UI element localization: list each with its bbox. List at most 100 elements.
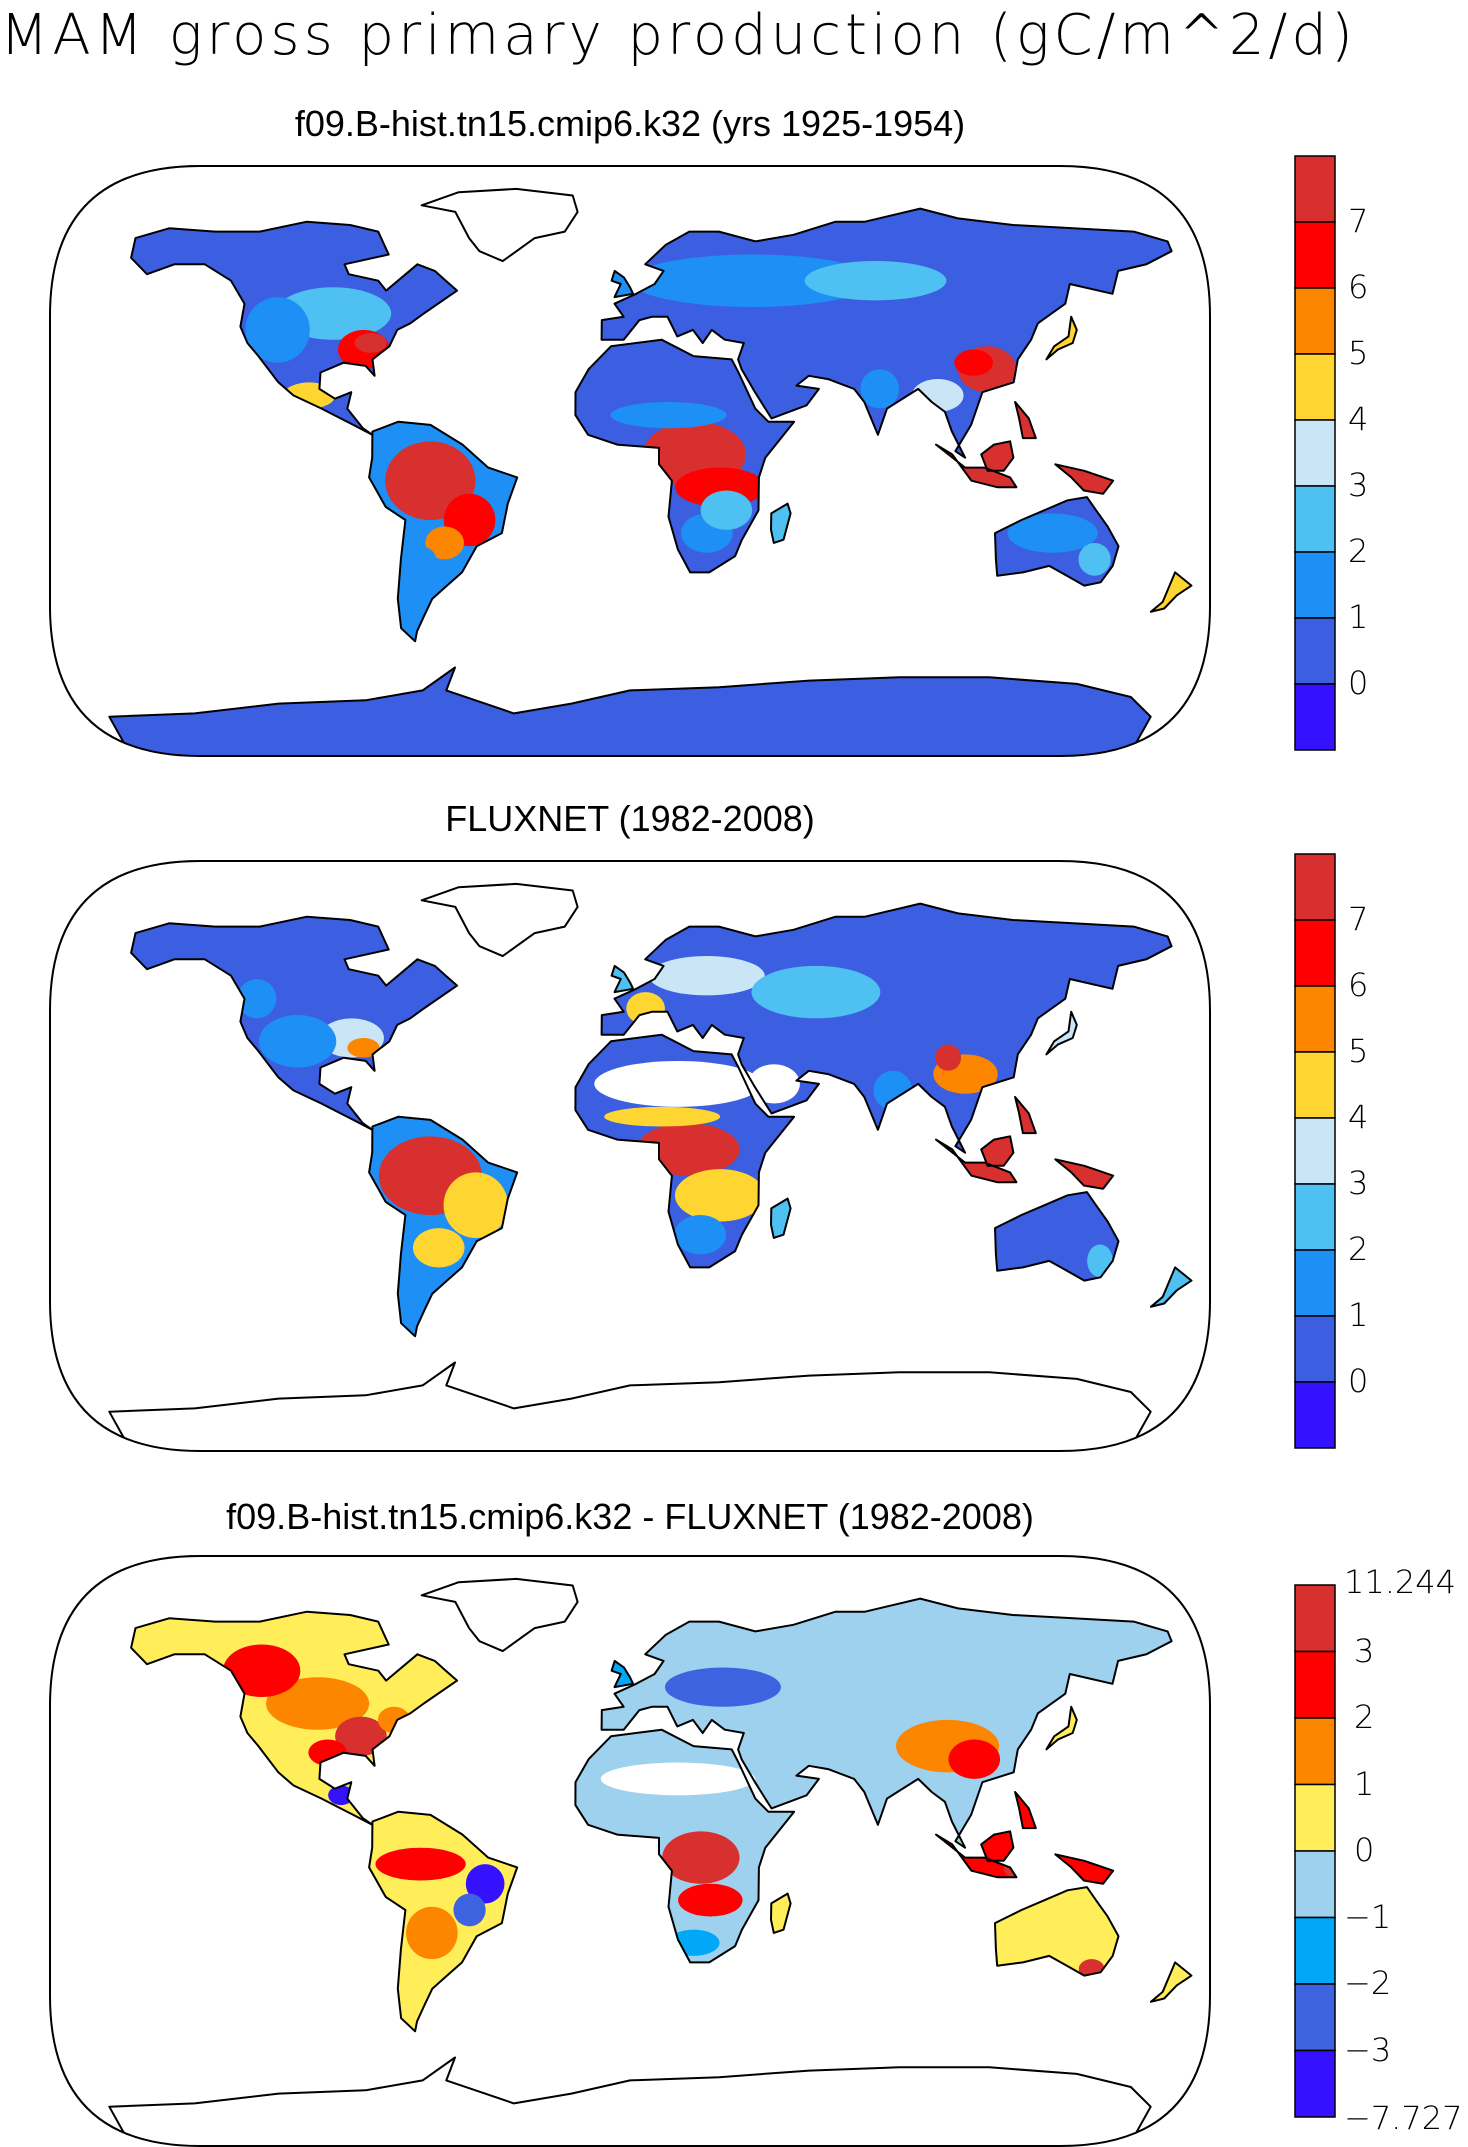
field-patch xyxy=(600,1762,756,1796)
land-antarctica xyxy=(109,667,1151,756)
land-madagascar xyxy=(771,1198,791,1238)
coastline-madagascar xyxy=(770,502,792,544)
coastline-eurasia xyxy=(600,902,1173,1154)
colorbar-tick-label: 2 xyxy=(1348,532,1369,570)
field-patch xyxy=(347,1038,380,1058)
colorbar-tick-label: 1 xyxy=(1354,1764,1375,1803)
field-patch xyxy=(1078,542,1111,576)
colorbar-swatch xyxy=(1294,617,1336,685)
colorbar-swatch xyxy=(1294,221,1336,289)
field-patch xyxy=(751,965,881,1019)
colorbar-tick-label: 11.244 xyxy=(1344,1563,1456,1601)
colorbar-tick-label: 0 xyxy=(1348,664,1369,702)
figure-title: MAM gross primary production (gC/m^2/d) xyxy=(0,3,1357,68)
colorbar-swatch xyxy=(1294,551,1336,619)
coastline-south-america xyxy=(368,1115,519,1338)
coastline-philippines xyxy=(1014,1791,1037,1830)
field-patch xyxy=(678,1883,743,1917)
colorbar-swatch xyxy=(1294,683,1336,751)
colorbar-swatch xyxy=(1294,1183,1336,1251)
land-uk xyxy=(611,1660,634,1688)
colorbar-swatch xyxy=(1294,1650,1336,1719)
coastline-uk xyxy=(610,964,635,994)
coastline-greenland xyxy=(420,1577,579,1653)
world-map-diff xyxy=(49,1555,1211,2147)
map-frame xyxy=(49,165,1211,757)
land-indonesia xyxy=(936,444,1017,488)
coastline-borneo xyxy=(980,1135,1015,1167)
colorbar-tick-label: −1 xyxy=(1344,1897,1392,1936)
coastline-new-guinea xyxy=(1054,463,1115,495)
coastline-greenland xyxy=(420,187,579,263)
coastline-antarctica xyxy=(108,1361,1152,1451)
land-antarctica xyxy=(109,1362,1151,1451)
field-patch xyxy=(948,1739,1001,1779)
coastline-japan xyxy=(1045,1010,1078,1056)
coastline-north-america xyxy=(130,220,459,436)
field-patch xyxy=(630,254,876,307)
field-patch xyxy=(403,546,437,573)
colorbar-tick-label: −7.727 xyxy=(1344,2099,1463,2137)
coastline-uk xyxy=(610,1659,635,1689)
field-patch xyxy=(1025,1906,1117,1960)
coastline-indonesia xyxy=(935,1833,1018,1879)
field-patch xyxy=(748,1064,800,1104)
colorbar-tick-label: 2 xyxy=(1348,1230,1369,1268)
colorbar-swatch xyxy=(1294,1916,1336,1985)
colorbar-tick-label: 5 xyxy=(1348,1032,1369,1070)
field-patch xyxy=(804,261,947,301)
coastline-africa xyxy=(574,1033,796,1269)
field-patch xyxy=(674,1215,727,1255)
coastline-new-guinea xyxy=(1054,1853,1115,1885)
colorbar-swatch xyxy=(1294,1717,1336,1786)
coastline-borneo xyxy=(980,440,1015,472)
colorbar-swatch xyxy=(1294,1584,1336,1653)
colorbar-swatch xyxy=(1294,485,1336,553)
field-patch xyxy=(664,1667,781,1707)
field-patch xyxy=(375,1847,466,1881)
colorbar-tick-label: 6 xyxy=(1348,268,1369,306)
colorbar-tick-label: 7 xyxy=(1348,900,1369,938)
field-patch xyxy=(406,1906,458,1960)
colorbar-swatch xyxy=(1294,155,1336,223)
land-new-guinea xyxy=(1055,1854,1114,1884)
panel-title-model: f09.B-hist.tn15.cmip6.k32 (yrs 1925-1954… xyxy=(294,103,966,144)
coastline-australia xyxy=(994,1886,1120,1977)
colorbar-swatch xyxy=(1294,1051,1336,1119)
coastline-indonesia xyxy=(935,443,1018,489)
colorbar-tick-label: 7 xyxy=(1348,202,1369,240)
colorbar-swatch xyxy=(1294,1315,1336,1383)
field-patch xyxy=(700,490,753,530)
land-philippines xyxy=(1015,402,1036,439)
coastline-new-zealand xyxy=(1149,571,1193,613)
field-patch xyxy=(1006,1208,1098,1261)
panel-title-diff: f09.B-hist.tn15.cmip6.k32 - FLUXNET (198… xyxy=(226,1496,1034,1537)
colorbar-swatch xyxy=(1294,1249,1336,1317)
land-philippines xyxy=(1015,1097,1036,1134)
land-philippines xyxy=(1015,1792,1036,1829)
world-map-obs xyxy=(49,860,1211,1452)
coastline-uk xyxy=(610,269,635,299)
colorbar-tick-label: 3 xyxy=(1348,1164,1369,1202)
land-uk xyxy=(611,270,634,298)
land-greenland xyxy=(421,188,578,262)
coastline-antarctica xyxy=(108,2056,1152,2146)
colorbar-tick-label: 3 xyxy=(1348,466,1369,504)
field-patch xyxy=(860,369,900,409)
field-patch xyxy=(682,1621,941,1674)
colorbar-tick-label: 5 xyxy=(1348,334,1369,372)
coastline-greenland xyxy=(420,882,579,958)
field-patch xyxy=(335,1716,387,1756)
map-body xyxy=(50,1556,1210,2146)
coastline-south-america xyxy=(368,1810,519,2033)
map-frame xyxy=(49,1555,1211,2147)
land-new-zealand xyxy=(1150,572,1192,612)
colorbar-tick-label: 4 xyxy=(1348,400,1369,438)
field-patch xyxy=(662,1831,740,1884)
coastline-antarctica xyxy=(108,666,1152,756)
map-body xyxy=(50,166,1210,756)
coastline-madagascar xyxy=(770,1197,792,1239)
coastline-new-zealand xyxy=(1149,1266,1193,1308)
colorbar-tick-label: 1 xyxy=(1348,598,1369,636)
field-patches xyxy=(222,1621,1117,1979)
